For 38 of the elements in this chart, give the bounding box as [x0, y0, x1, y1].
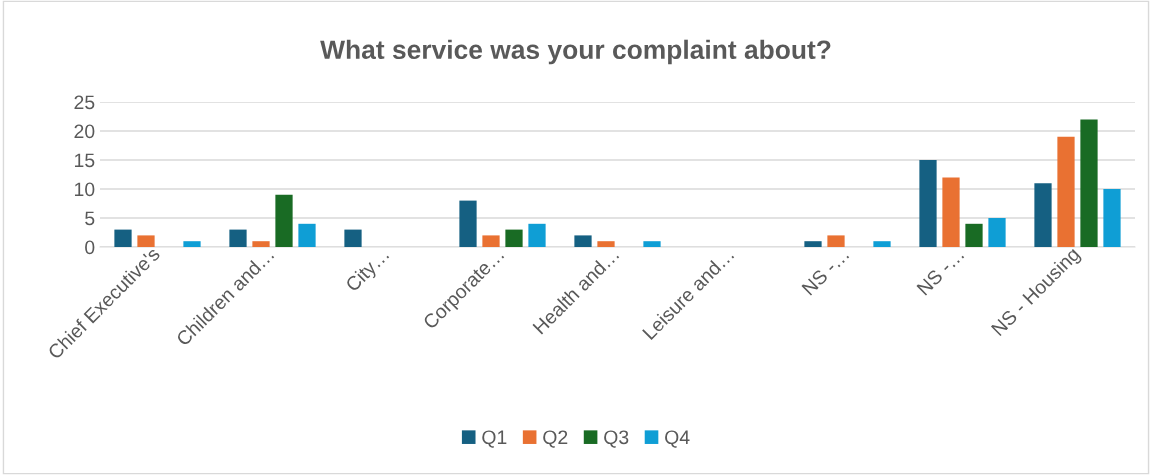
y-tick-label: 25 — [74, 95, 95, 110]
bar — [528, 223, 546, 247]
bar — [988, 218, 1006, 247]
bar — [1057, 136, 1075, 247]
bar — [137, 235, 155, 247]
bar — [1103, 189, 1121, 247]
bar — [873, 241, 891, 247]
bar — [1080, 119, 1098, 247]
bar — [114, 229, 132, 247]
bar — [229, 229, 247, 247]
y-tick-label: 15 — [75, 153, 95, 168]
y-tick-label: 10 — [75, 182, 95, 197]
legend-label: Q4 — [665, 430, 690, 448]
bar — [183, 241, 201, 247]
bar — [275, 194, 293, 247]
x-tick-label: NS -… — [916, 247, 965, 296]
x-tick-label: NS -… — [801, 247, 850, 296]
bar — [942, 177, 960, 247]
bar — [643, 241, 661, 247]
bar — [298, 223, 316, 247]
bar — [344, 229, 362, 247]
bar — [804, 241, 822, 247]
legend-label: Q2 — [543, 430, 568, 448]
bar — [965, 223, 983, 247]
bar — [482, 235, 500, 247]
bar — [1034, 183, 1052, 247]
y-tick-label: 20 — [74, 124, 95, 139]
legend-label: Q1 — [482, 430, 507, 448]
bar — [505, 229, 523, 247]
bar — [597, 241, 615, 247]
bar — [827, 235, 845, 247]
bar — [574, 235, 592, 247]
legend-label: Q3 — [604, 430, 629, 448]
chart-title: What service was your complaint about? — [320, 39, 831, 65]
bar — [919, 160, 937, 247]
bar — [252, 241, 270, 247]
bar — [459, 200, 477, 247]
y-tick-label: 5 — [85, 211, 95, 226]
